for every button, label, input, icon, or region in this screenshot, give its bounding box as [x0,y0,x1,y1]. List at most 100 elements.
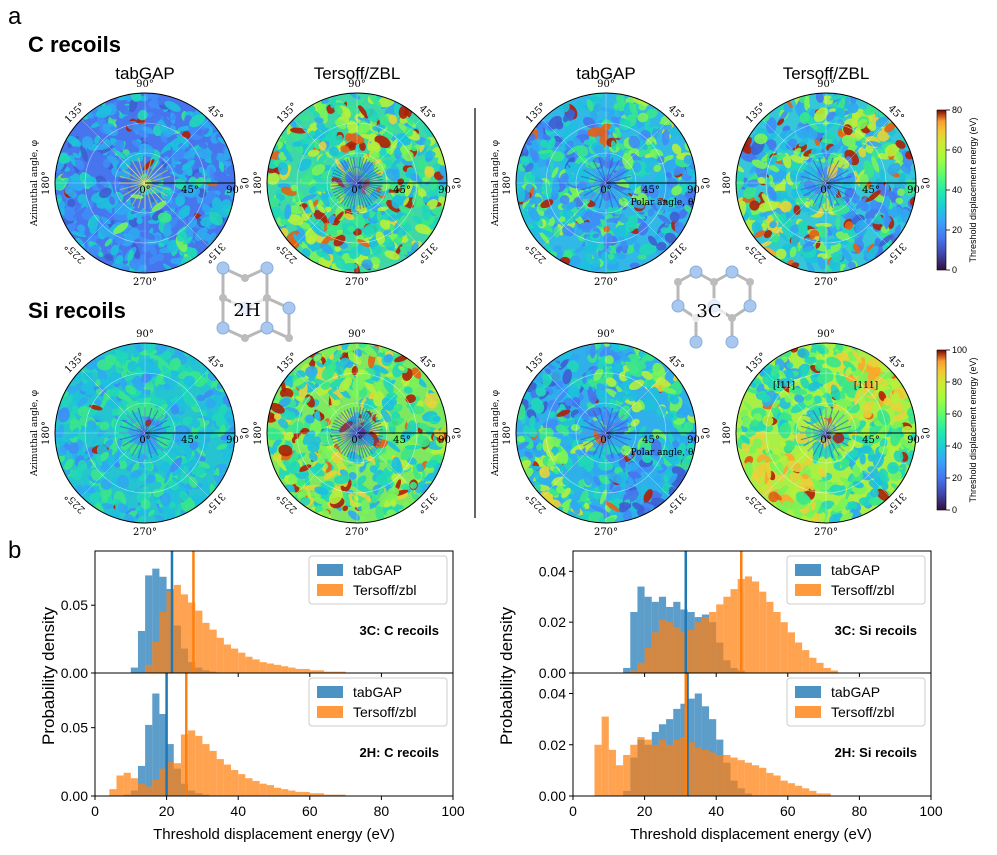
x-tick-label: 80 [374,803,390,819]
hist-bar-tersoff [303,669,310,673]
y-tick-label: 0.05 [61,720,88,736]
azimuth-axis-label: Azimuthal angle, φ [30,390,40,477]
hist-bar-tersoff [802,650,809,673]
hist-bar-tersoff [210,630,217,673]
hist-bar-tersoff [752,765,759,796]
polar-radial-label: 0° [600,435,611,446]
hist-bar-tersoff [702,750,709,796]
hist-bar-tabgap [131,668,138,673]
hist-bar-tersoff [695,747,702,796]
legend-swatch [317,564,343,576]
c-recoils-title: C recoils [28,32,121,57]
polar-radial-label: 0° [351,185,362,196]
hist-bar-tersoff [260,662,267,673]
legend-label: tabGAP [353,684,402,700]
hist-bar-tersoff [723,755,730,796]
y-tick-label: 0.04 [539,563,566,579]
histogram-title: 2H: Si recoils [835,745,917,760]
polar-radial-label: 0° [600,185,611,196]
hist-bar-tersoff [224,645,231,673]
hist-bar-tersoff [673,627,680,673]
polar-angle-label: 180° [722,421,733,445]
y-tick-label: 0.04 [539,686,566,702]
polar-si-tabgap-2h: 90°45°0°315°270°225°180°135°0°45°90°Azim… [30,329,249,538]
polar-angle-label: 90° [817,329,835,340]
hist-bar-tersoff [210,751,217,796]
colorbar-tick-label: 20 [952,473,962,483]
hist-bar-tersoff [781,622,788,673]
hist-bar-tersoff [253,659,260,673]
x-tick-label: 0 [91,803,99,819]
hist-bar-tersoff [673,740,680,796]
polar-angle-label: 90° [348,329,366,340]
hist-bar-tersoff [231,649,238,673]
hist-bar-tersoff [723,597,730,673]
hist-bar-tersoff [666,745,673,796]
y-tick-label: 0.05 [61,597,88,613]
y-tick-label: 0.00 [61,788,88,804]
hist-bar-tersoff [274,665,281,673]
legend-swatch [795,686,821,698]
hist-bar-tersoff [645,740,652,796]
colorbar-tick-label: 0 [952,265,957,275]
polar-radial-label: 45° [862,435,880,446]
polar-radial-label: 90° [687,185,705,196]
structure-2h-label: 2H [233,300,260,321]
hist-bar-tersoff [295,792,302,796]
polar-plots: 90°45°0°315°270°225°180°135°0°45°90°Azim… [30,79,930,538]
colorbar-tick-label: 20 [952,225,962,235]
polar-angle-label: 180° [41,171,52,195]
legend-label: tabGAP [831,562,880,578]
hist-bar-tersoff [217,638,224,673]
hist-bar-tersoff [174,585,181,673]
y-tick-label: 0.00 [61,665,88,681]
ylabel-right: Probability density [497,607,516,745]
polar-radial-label: 90° [438,185,456,196]
legend-label: Tersoff/zbl [831,704,895,720]
hist-bar-tersoff [773,776,780,797]
hist-bar-tersoff [630,745,637,796]
hist-bar-tabgap [138,631,145,673]
polar-radial-label: 45° [393,185,411,196]
histogram-title: 2H: C recoils [360,745,439,760]
hist-bar-tersoff [295,669,302,673]
polar-radial-label: 0° [139,435,150,446]
polar-radial-label: 0° [820,185,831,196]
polar-angle-label: 180° [253,171,264,195]
polar-radial-label: 0° [139,185,150,196]
x-tick-label: 40 [708,803,724,819]
polar-radial-label: 45° [393,435,411,446]
hist-bar-tersoff [788,783,795,796]
polar-c-tersoff-2h: 90°45°0°315°270°225°180°135°0°45°90° [253,79,461,288]
hist-bar-tabgap [145,725,152,796]
polar-angle-label: 270° [133,277,157,288]
hist-bar-tersoff [138,784,145,796]
hist-bar-tersoff [281,789,288,796]
hist-bar-tersoff [238,774,245,796]
polar-angle-label: 180° [502,421,513,445]
polar-angle-label: 180° [41,421,52,445]
hist-bar-tersoff [224,765,231,796]
hist-bar-tersoff [303,792,310,796]
hist-bar-tersoff [809,658,816,673]
legend-swatch [795,584,821,596]
legend-label: tabGAP [353,562,402,578]
hist-bar-tersoff [752,582,759,674]
polar-angle-label: 270° [133,527,157,538]
polar-angle-label: 90° [136,79,154,90]
legend-swatch [317,706,343,718]
hist-bar-tersoff [267,664,274,673]
hist-bar-tersoff [802,788,809,796]
hist-bar-tersoff [217,759,224,796]
legend-label: tabGAP [831,684,880,700]
hist-bar-tersoff [245,657,252,673]
hist-bar-tersoff [688,630,695,673]
x-tick-label: 60 [780,803,796,819]
hist-bar-tersoff [195,611,202,673]
hist-bar-tersoff [702,617,709,673]
hist-bar-tersoff [181,594,188,673]
polar-angle-label: 180° [253,421,264,445]
miller-index-label: [111] [854,381,878,391]
